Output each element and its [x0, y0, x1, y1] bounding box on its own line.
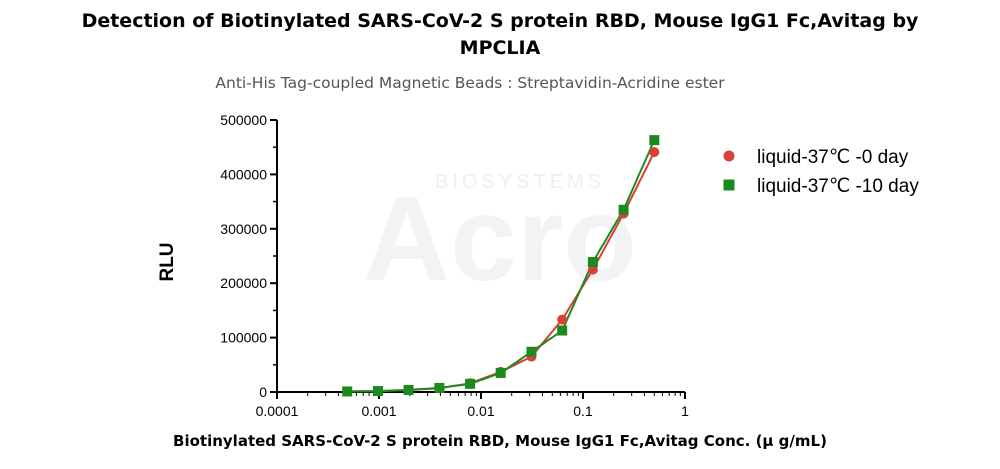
x-axis-label: Biotinylated SARS-CoV-2 S protein RBD, M…: [173, 432, 827, 450]
data-point-series-2: [587, 256, 598, 267]
data-point-series-1: [649, 147, 660, 158]
legend-label-series-2: liquid-37℃ -10 day: [757, 176, 919, 197]
x-tick-label: 1: [681, 403, 689, 419]
data-point-series-2: [403, 384, 414, 395]
y-tick-label: 100000: [220, 330, 267, 346]
data-point-series-2: [649, 135, 660, 146]
data-point-series-2: [342, 386, 353, 397]
data-point-series-2: [372, 386, 383, 397]
data-point-series-2: [557, 325, 568, 336]
legend-marker-series-1: [723, 150, 735, 162]
y-tick-label: 0: [259, 384, 267, 400]
y-tick-label: 200000: [220, 275, 267, 291]
data-points: [342, 135, 660, 397]
data-point-series-1: [587, 264, 598, 275]
y-tick-label: 400000: [220, 166, 267, 182]
chart-subtitle: Anti-His Tag-coupled Magnetic Beads : St…: [215, 74, 725, 92]
x-tick-label: 0.01: [467, 403, 494, 419]
data-point-series-2: [434, 382, 445, 393]
axes: 0 100000 200000 300000 400000 500000 0.0001 0.0…: [220, 112, 689, 419]
legend-marker-series-2: [723, 179, 735, 191]
watermark-text-large: Acro: [363, 172, 636, 306]
data-point-series-2: [495, 367, 506, 378]
watermark-text-small: BIOSYSTEMS: [435, 171, 605, 193]
chart-title: Detection of Biotinylated SARS-CoV-2 S p…: [0, 8, 1000, 62]
data-point-series-2: [465, 378, 476, 389]
chart-title-line-1: Detection of Biotinylated SARS-CoV-2 S p…: [81, 10, 919, 32]
data-point-series-1: [557, 314, 568, 325]
legend: liquid-37℃ -0 day liquid-37℃ -10 day: [723, 147, 919, 197]
data-point-series-2: [618, 204, 629, 215]
x-tick-label: 0.001: [361, 403, 396, 419]
x-tick-label: 0.1: [573, 403, 593, 419]
x-tick-label: 0.0001: [256, 403, 299, 419]
chart-title-line-2: MPCLIA: [459, 37, 541, 59]
legend-label-series-1: liquid-37℃ -0 day: [757, 147, 909, 168]
data-point-series-2: [526, 346, 537, 357]
y-tick-label: 300000: [220, 221, 267, 237]
y-tick-label: 500000: [220, 112, 267, 128]
